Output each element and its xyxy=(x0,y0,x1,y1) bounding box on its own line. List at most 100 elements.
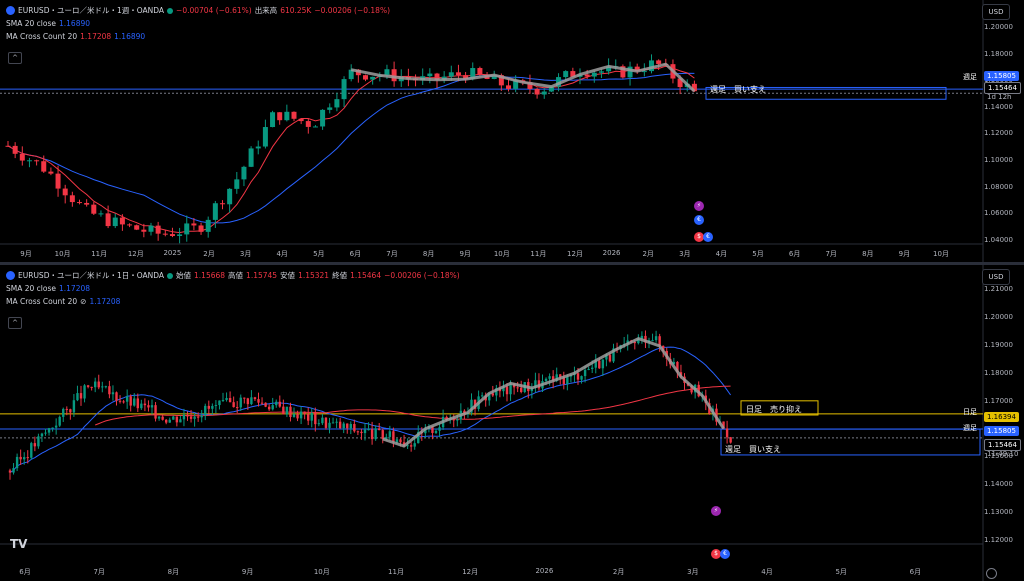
candle-body xyxy=(456,419,459,421)
candle-body xyxy=(278,401,281,407)
weekly-change: −0.00704 (−0.61%) xyxy=(176,6,252,15)
currency-button[interactable]: USD xyxy=(982,269,1010,285)
time-tick-label: 3月 xyxy=(239,250,252,258)
candle-body xyxy=(584,74,590,77)
candle-body xyxy=(55,173,61,189)
candle-body xyxy=(69,195,75,203)
price-tick-label: 1.12000 xyxy=(984,129,1013,138)
candle-body xyxy=(530,388,534,392)
ma-cross-label[interactable]: MA Cross Count 20 xyxy=(6,32,78,41)
candle-body xyxy=(541,91,547,95)
candle-body xyxy=(111,392,115,395)
pane-separator[interactable] xyxy=(0,262,1024,265)
candle-body xyxy=(177,234,183,236)
candle-body xyxy=(321,417,324,424)
time-tick-label: 9月 xyxy=(241,568,254,576)
candle-body xyxy=(136,398,139,409)
low-value: 1.15321 xyxy=(298,271,330,280)
eu-event-icon[interactable]: € xyxy=(720,549,730,559)
candle-body xyxy=(5,145,11,147)
daily-symbol[interactable]: EURUSD・ユーロ／米ドル・1日・OANDA xyxy=(18,271,165,280)
sma-value: 1.16890 xyxy=(59,19,91,28)
ma-cross-label[interactable]: MA Cross Count 20 xyxy=(6,297,78,306)
time-tick-label: 2026 xyxy=(535,567,554,575)
price-tick-label: 1.19000 xyxy=(984,340,1013,349)
candle-body xyxy=(119,217,125,225)
candle-body xyxy=(97,381,100,388)
candle-body xyxy=(62,408,65,417)
lightning-event-icon[interactable]: ⚡ xyxy=(711,506,721,516)
candle-body xyxy=(417,431,420,444)
candle-body xyxy=(175,416,179,423)
candle-body xyxy=(338,421,342,429)
time-tick-label: 8月 xyxy=(167,568,180,576)
candle-body xyxy=(228,398,232,403)
sma-20-line xyxy=(7,72,695,224)
candle-body xyxy=(656,60,662,64)
weekly-symbol[interactable]: EURUSD・ユーロ／米ドル・1週・OANDA xyxy=(18,6,165,15)
daily-buy-zone-label: 週足 買い支え xyxy=(725,445,781,454)
candle-body xyxy=(271,405,274,410)
ma-cross-value-2: 1.16890 xyxy=(114,32,146,41)
candle-body xyxy=(157,416,161,419)
candle-body xyxy=(133,398,136,406)
close-value: 1.15464 xyxy=(350,271,382,280)
candle-body xyxy=(239,397,242,408)
time-tick-label: 7月 xyxy=(825,250,837,258)
candle-body xyxy=(112,217,118,227)
candle-body xyxy=(649,60,654,72)
candle-body xyxy=(513,80,519,89)
candle-body xyxy=(413,443,416,447)
candle-body xyxy=(672,361,676,365)
candle-body xyxy=(470,399,473,413)
candle-body xyxy=(725,428,729,438)
candle-body xyxy=(296,414,299,419)
weekly-change-2: −0.00206 (−0.18%) xyxy=(314,6,391,15)
sma-label[interactable]: SMA 20 close xyxy=(6,284,56,293)
time-tick-label: 4月 xyxy=(761,568,773,576)
candle-body xyxy=(627,66,633,78)
candle-body xyxy=(186,414,189,417)
collapse-legend-button[interactable]: ^ xyxy=(8,317,22,329)
time-tick-label: 5月 xyxy=(835,568,847,576)
sma-label[interactable]: SMA 20 close xyxy=(6,19,56,28)
candle-body xyxy=(434,73,440,80)
daily-chart-pane[interactable]: EURUSD・ユーロ／米ドル・1日・OANDA 始値 1.15668 高値 1.15… xyxy=(0,265,1024,581)
candle-body xyxy=(54,425,58,428)
lightning-event-icon[interactable]: ⚡ xyxy=(694,201,704,211)
candle-body xyxy=(488,393,491,401)
candle-body xyxy=(275,401,278,406)
weekly-chart-pane[interactable]: EURUSD・ユーロ／米ドル・1週・OANDA −0.00704 (−0.61%… xyxy=(0,0,1024,262)
daily-chart-canvas[interactable] xyxy=(0,265,1024,581)
settings-gear-icon[interactable] xyxy=(986,568,997,579)
price-tick-label: 1.20000 xyxy=(984,23,1013,31)
candle-body xyxy=(580,376,583,380)
eu-event-icon[interactable]: € xyxy=(694,215,704,225)
candle-body xyxy=(248,148,254,167)
candle-body xyxy=(105,213,111,227)
us-event-icon[interactable]: $ xyxy=(694,232,704,242)
collapse-legend-button[interactable]: ^ xyxy=(8,52,22,64)
volume-value: 610.25K xyxy=(280,6,312,15)
candle-body xyxy=(314,412,317,425)
candle-body xyxy=(246,398,250,405)
candle-body xyxy=(267,406,271,410)
candle-body xyxy=(620,66,626,78)
eu-event-icon-2[interactable]: € xyxy=(703,232,713,242)
candle-body xyxy=(392,431,395,443)
candle-body xyxy=(388,431,392,437)
us-event-icon[interactable]: $ xyxy=(711,549,721,559)
candle-body xyxy=(576,373,580,380)
time-tick-label: 4月 xyxy=(715,250,728,258)
candle-body xyxy=(385,436,388,440)
tradingview-logo[interactable]: TV xyxy=(10,537,28,551)
price-tick-label: 1.06000 xyxy=(984,209,1013,218)
currency-button[interactable]: USD xyxy=(982,4,1010,20)
time-tick-label: 10月 xyxy=(54,250,71,258)
candle-body xyxy=(551,376,555,381)
candle-body xyxy=(91,204,97,214)
candle-body xyxy=(200,415,203,418)
candle-body xyxy=(47,428,51,433)
candle-body xyxy=(612,348,615,362)
weekly-chart-canvas[interactable] xyxy=(0,0,1024,262)
